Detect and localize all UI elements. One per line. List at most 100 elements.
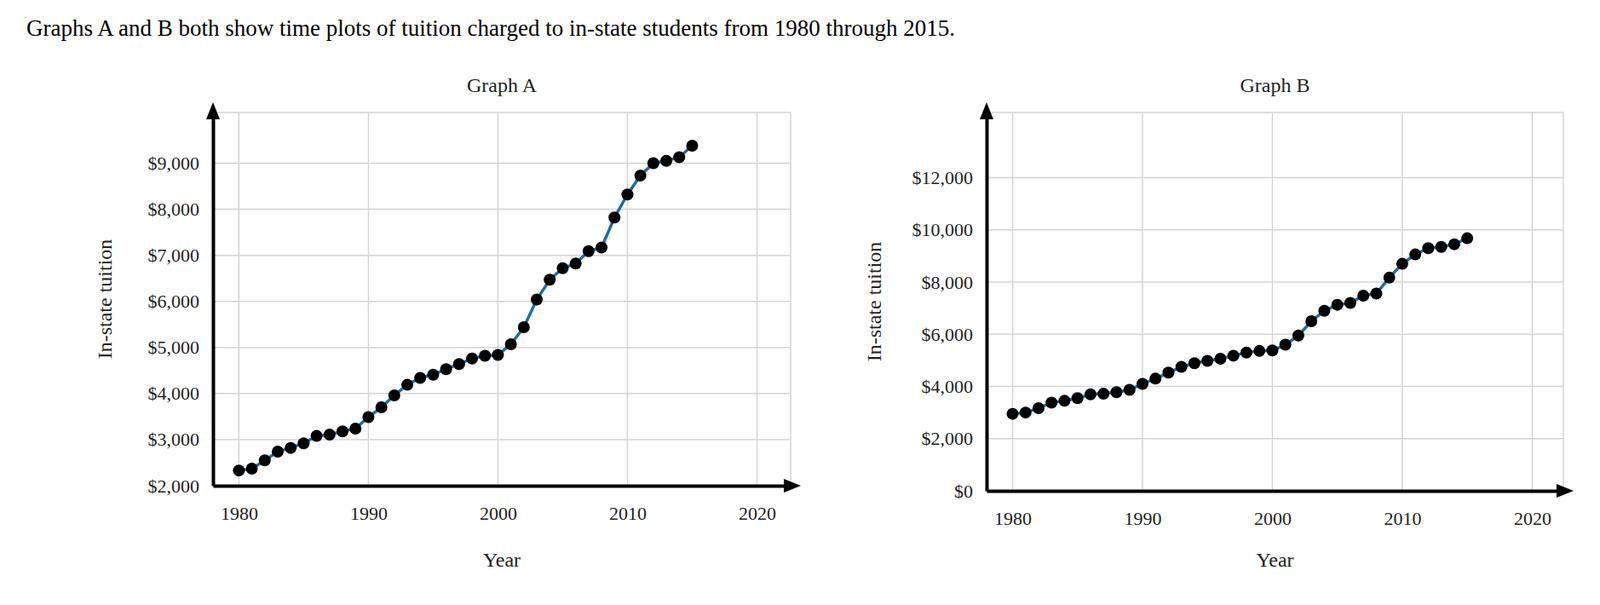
x-tick: 1990 (1123, 490, 1162, 530)
frame-right (1562, 112, 1565, 491)
marker (517, 321, 530, 334)
marker (621, 188, 634, 201)
series-line (238, 145, 692, 471)
y-tick: $9,000 (148, 152, 214, 174)
marker (1188, 356, 1201, 369)
marker (1253, 345, 1266, 357)
y-tick: $12,000 (912, 166, 988, 189)
y-tick-label: $6,000 (148, 290, 201, 312)
y-grid-line (212, 162, 791, 165)
y-tick: $8,000 (148, 198, 214, 220)
marker (1123, 383, 1136, 396)
y-tick: $3,000 (148, 428, 214, 450)
y-grid-line (986, 385, 1564, 388)
marker (1240, 346, 1253, 359)
marker (388, 389, 401, 402)
x-grid-line (1531, 112, 1534, 491)
x-tick: 2000 (1254, 490, 1292, 530)
x-axis-arrow (1556, 483, 1574, 498)
marker (647, 156, 660, 169)
marker (232, 464, 245, 477)
marker (414, 371, 426, 384)
marker (1201, 355, 1214, 368)
x-axis-title: Year (483, 548, 521, 571)
marker (582, 245, 595, 258)
marker (1448, 238, 1461, 251)
marker (1266, 344, 1278, 357)
marker (673, 150, 685, 163)
y-tick: $4,000 (148, 382, 214, 404)
marker (1058, 394, 1071, 407)
frame-top (212, 111, 791, 114)
marker (375, 401, 388, 414)
y-grid-line (986, 437, 1564, 440)
y-axis-title: In-state tuition (863, 241, 886, 363)
marker (1006, 408, 1019, 421)
x-tick-label: 1980 (994, 507, 1032, 530)
x-axis-line (213, 484, 792, 489)
marker (1331, 299, 1344, 311)
x-tick: 1980 (220, 485, 259, 524)
marker (1279, 339, 1292, 352)
y-grid-line (986, 281, 1564, 283)
marker (1383, 271, 1396, 284)
marker (1149, 372, 1162, 385)
marker (569, 257, 582, 270)
y-tick-label: $8,000 (148, 198, 201, 220)
marker (310, 430, 323, 443)
x-tick-label: 2000 (479, 502, 518, 524)
marker (1045, 397, 1058, 409)
y-axis-arrow (979, 102, 994, 120)
marker (530, 293, 543, 306)
y-grid-line (986, 333, 1564, 336)
marker (1214, 352, 1226, 365)
y-tick: $2,000 (921, 427, 988, 449)
marker (271, 445, 284, 458)
x-grid-line (756, 112, 759, 486)
x-axis-line (987, 489, 1565, 494)
x-tick-label: 1980 (220, 502, 259, 524)
y-tick-label: $4,000 (921, 375, 974, 398)
y-tick-label: $4,000 (148, 382, 201, 404)
y-grid-line (212, 484, 791, 487)
y-axis: $0$2,000$4,000$6,000$8,000$10,000$12,000 (912, 113, 988, 502)
grid (986, 112, 1564, 491)
marker (336, 425, 349, 438)
marker (246, 462, 259, 475)
y-tick-label: $8,000 (921, 271, 974, 294)
marker (1396, 258, 1409, 271)
header-text: Graphs A and B both show time plots of t… (26, 15, 956, 41)
x-tick: 2010 (1383, 490, 1422, 530)
y-tick: $0 (954, 480, 987, 502)
y-tick: $4,000 (921, 375, 988, 398)
y-axis-line (985, 113, 990, 492)
x-tick: 1980 (994, 490, 1032, 530)
marker (1084, 388, 1097, 401)
marker (1162, 366, 1175, 379)
x-grid-line (1141, 112, 1144, 491)
y-tick-label: $9,000 (148, 152, 201, 174)
marker (505, 338, 518, 351)
y-tick-label: $12,000 (912, 166, 974, 189)
y-tick: $5,000 (148, 336, 214, 358)
y-tick: $2,000 (148, 475, 214, 497)
x-tick-label: 1990 (350, 502, 388, 524)
marker (1317, 305, 1330, 317)
x-tick-label: 2020 (738, 502, 777, 524)
y-grid-line (986, 229, 1564, 231)
marker (1071, 391, 1084, 404)
x-axis-title: Year (1255, 548, 1294, 571)
x-tick: 2020 (1513, 490, 1552, 530)
y-axis-title: In-state tuition (93, 239, 116, 360)
marker (1369, 287, 1382, 300)
y-tick-label: $6,000 (921, 323, 974, 346)
x-tick-label: 2000 (1254, 507, 1292, 530)
x-axis: 19801990200020102020 (213, 485, 792, 524)
y-grid-line (212, 300, 791, 303)
x-tick-label: 2010 (1383, 507, 1422, 530)
y-axis-line (212, 113, 216, 487)
marker (1110, 385, 1123, 398)
x-grid-line (627, 112, 629, 486)
marker (608, 211, 621, 224)
y-grid-line (212, 346, 791, 349)
